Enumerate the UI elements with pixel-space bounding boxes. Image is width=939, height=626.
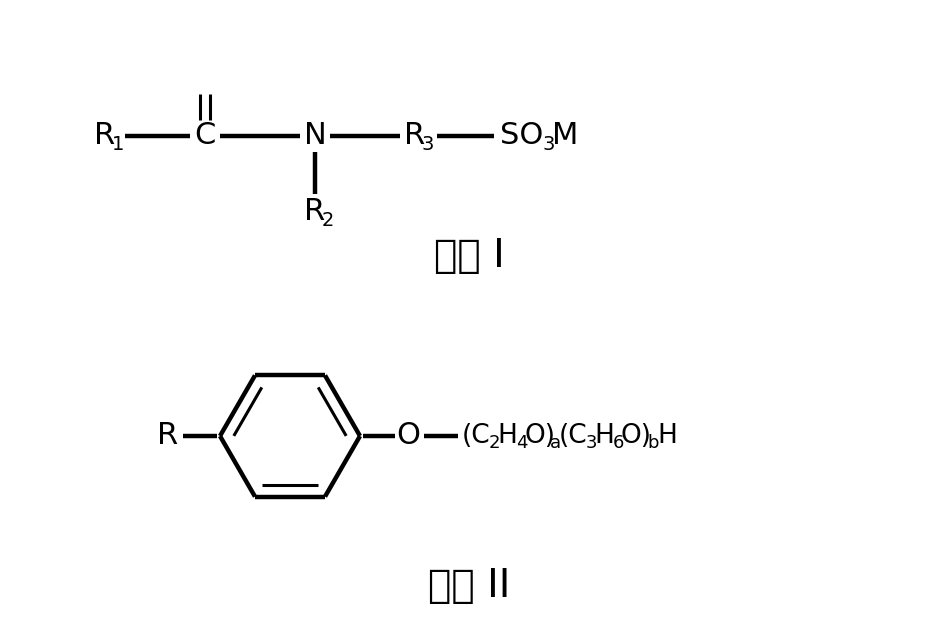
Text: M: M: [552, 121, 578, 150]
Text: SO: SO: [500, 121, 544, 150]
Text: 3: 3: [586, 434, 597, 452]
Text: 3: 3: [422, 135, 434, 153]
Text: 3: 3: [542, 135, 554, 155]
Text: R: R: [304, 197, 326, 227]
Text: H: H: [657, 423, 677, 449]
Text: 2: 2: [489, 434, 500, 452]
Text: H: H: [594, 423, 614, 449]
Text: (C: (C: [559, 423, 588, 449]
Text: C: C: [194, 121, 216, 150]
Text: O: O: [396, 421, 420, 451]
Text: 1: 1: [112, 135, 124, 153]
Text: 通式 II: 通式 II: [428, 567, 510, 605]
Text: O): O): [524, 423, 555, 449]
Text: 通式 I: 通式 I: [434, 237, 504, 275]
Text: R: R: [158, 421, 178, 451]
Text: 6: 6: [613, 434, 624, 452]
Text: 4: 4: [516, 434, 528, 452]
Text: 2: 2: [322, 210, 334, 230]
Text: b: b: [647, 434, 658, 452]
Text: R: R: [95, 121, 115, 150]
Text: N: N: [303, 121, 327, 150]
Text: O): O): [621, 423, 652, 449]
Text: R: R: [405, 121, 425, 150]
Text: H: H: [497, 423, 516, 449]
Text: (C: (C: [462, 423, 490, 449]
Text: a: a: [550, 434, 562, 452]
